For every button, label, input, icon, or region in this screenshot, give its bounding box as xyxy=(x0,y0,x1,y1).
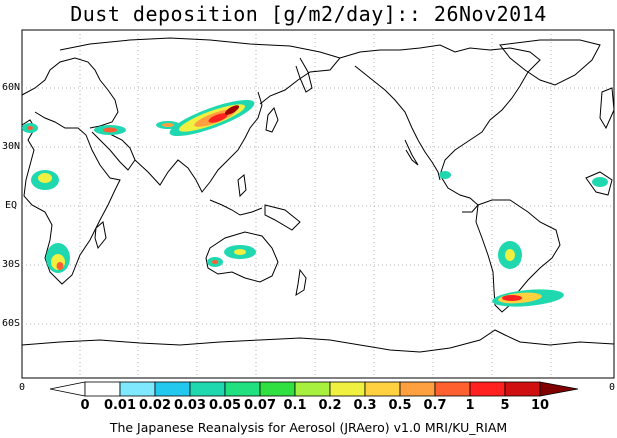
colorbar-label: 0.2 xyxy=(318,398,342,413)
colorbar-right-arrow xyxy=(539,381,579,397)
edge-label-left: 0 xyxy=(19,382,26,393)
grid-lines xyxy=(22,30,614,378)
map-frame xyxy=(21,29,615,379)
colorbar-label: 0.07 xyxy=(243,398,277,413)
colorbar-left-arrow xyxy=(49,381,86,397)
colorbar-label: 0.3 xyxy=(353,398,377,413)
colorbar-label: 0.01 xyxy=(103,398,137,413)
colorbar-label: 10 xyxy=(530,398,550,413)
colorbar-label: 0.03 xyxy=(173,398,207,413)
coastlines xyxy=(21,37,615,353)
colorbar-label: 0 xyxy=(80,398,90,413)
map-title: Dust deposition [g/m2/day]:: 26Nov2014 xyxy=(70,2,547,26)
colorbar xyxy=(49,381,579,397)
colorbar-label: 0.1 xyxy=(283,398,307,413)
dust-shading xyxy=(22,99,608,307)
edge-label-right: 0 xyxy=(609,382,616,393)
lat-label-60s: 60S xyxy=(2,318,21,329)
colorbar-label: 0.7 xyxy=(423,398,447,413)
colorbar-label: 1 xyxy=(465,398,475,413)
lat-label-60n: 60N xyxy=(2,82,21,93)
colorbar-label: 5 xyxy=(500,398,510,413)
colorbar-label: 0.02 xyxy=(138,398,172,413)
lat-label-30n: 30N xyxy=(2,141,21,152)
lat-label-30s: 30S xyxy=(2,259,21,270)
colorbar-label: 0.05 xyxy=(208,398,242,413)
footer-credit: The Japanese Reanalysis for Aerosol (JRA… xyxy=(109,420,508,435)
lat-label-eq: EQ xyxy=(5,200,18,211)
colorbar-label: 0.5 xyxy=(388,398,412,413)
